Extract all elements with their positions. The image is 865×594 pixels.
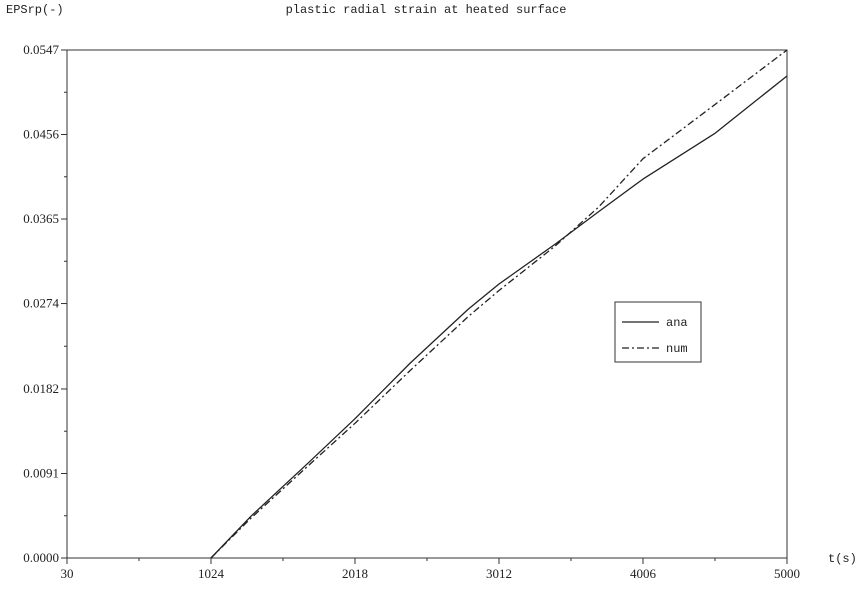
x-tick-label: 30 xyxy=(61,566,74,581)
x-axis-ticks: 30 1024 2018 3012 4006 5000 xyxy=(61,558,800,581)
legend: ana num xyxy=(614,301,702,363)
series-line-ana xyxy=(210,75,788,559)
y-tick-label: 0.0182 xyxy=(23,381,59,396)
y-axis-minor-ticks xyxy=(64,91,67,517)
y-tick-label: 0.0091 xyxy=(23,465,59,480)
legend-label-num: num xyxy=(666,342,688,356)
y-axis-label: EPSrp(-) xyxy=(6,3,64,17)
legend-box xyxy=(614,301,702,363)
x-axis-label: t(s) xyxy=(828,552,857,566)
y-tick-label: 0.0456 xyxy=(23,127,59,142)
x-tick-label: 3012 xyxy=(486,566,512,581)
chart-title: plastic radial strain at heated surface xyxy=(286,3,567,17)
legend-label-ana: ana xyxy=(666,316,688,330)
y-tick-label: 0.0365 xyxy=(23,211,59,226)
y-tick-label: 0.0274 xyxy=(23,296,59,311)
x-tick-label: 2018 xyxy=(342,566,368,581)
y-axis-ticks: 0.0000 0.0091 0.0182 0.0274 0.0365 0.0456 0.05… xyxy=(23,42,67,565)
x-axis-minor-ticks xyxy=(138,558,716,561)
x-tick-label: 4006 xyxy=(630,566,657,581)
x-tick-label: 5000 xyxy=(774,566,800,581)
y-tick-label: 0.0000 xyxy=(23,550,59,565)
x-tick-label: 1024 xyxy=(198,566,225,581)
series-layer xyxy=(210,49,788,559)
y-tick-label: 0.0547 xyxy=(23,42,59,57)
series-line-num xyxy=(210,49,788,559)
